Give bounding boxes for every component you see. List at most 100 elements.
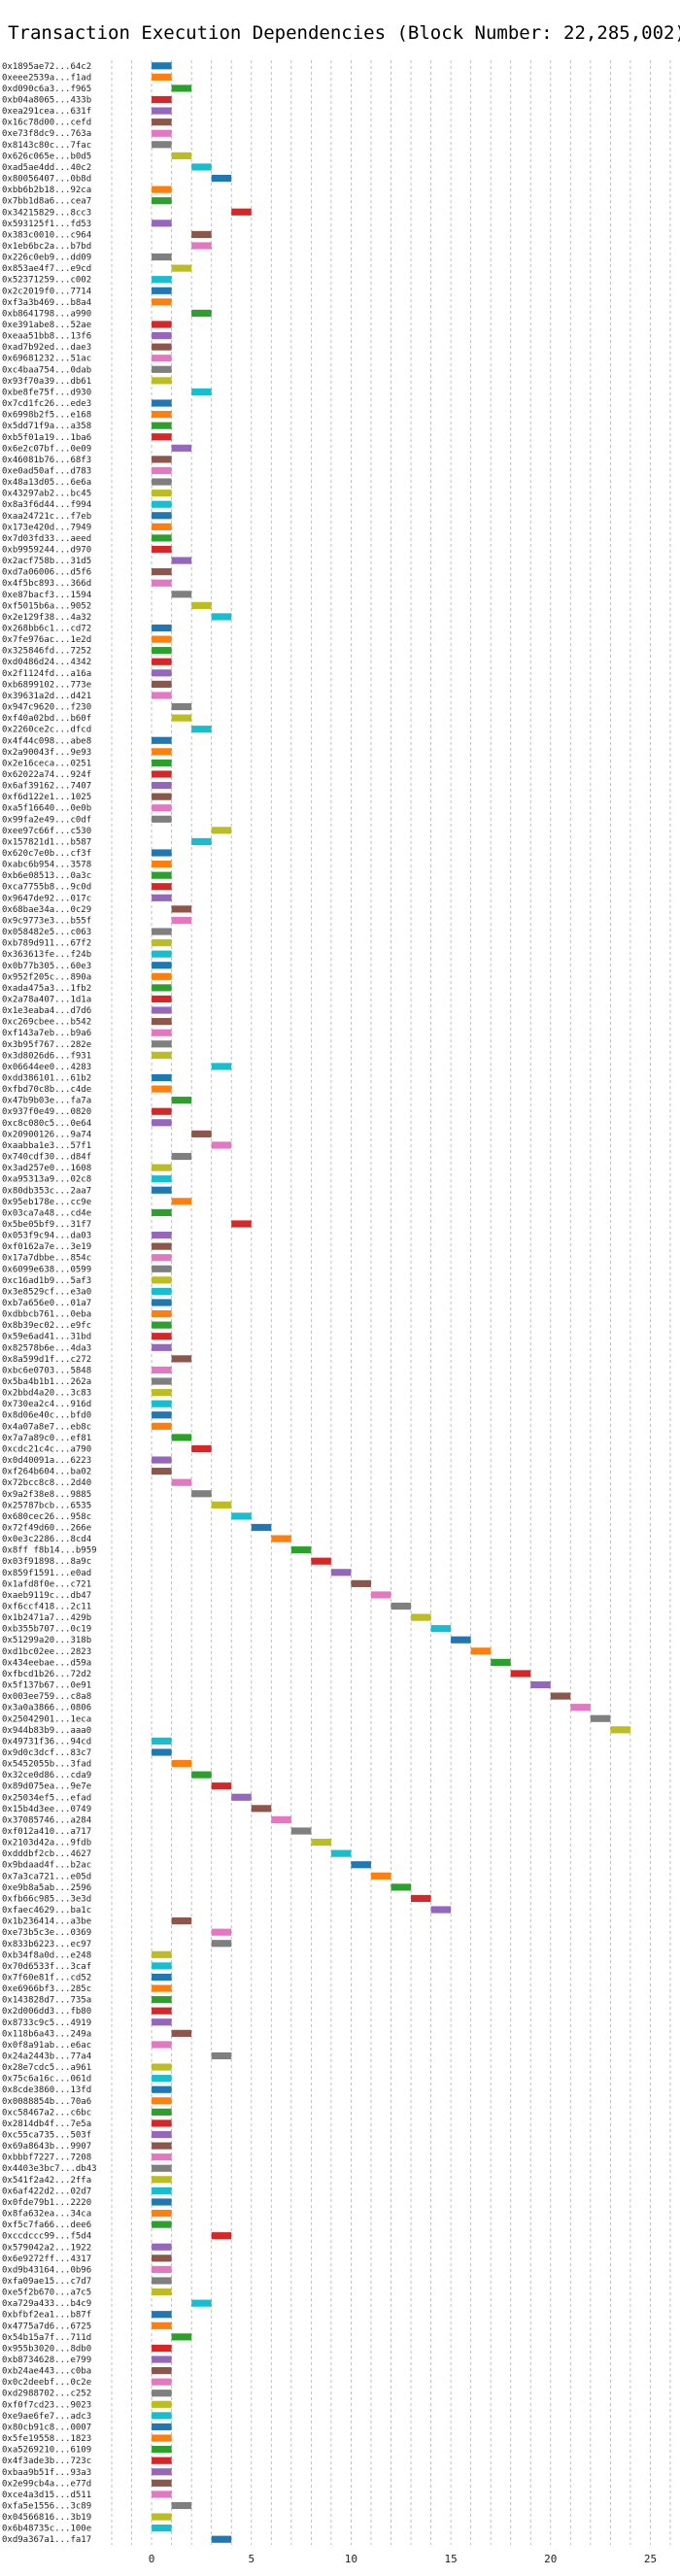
dependency-bar xyxy=(152,107,172,115)
dependency-bar xyxy=(152,456,172,463)
transaction-label: 0x0e3c2286...8cd4 xyxy=(2,1535,91,1544)
dependency-bar xyxy=(152,534,172,542)
transaction-label: 0x93f70a39...db61 xyxy=(2,377,91,387)
dependency-bar xyxy=(370,1872,391,1880)
transaction-label: 0x3a0a3866...0806 xyxy=(2,1704,91,1713)
transaction-label: 0x6998b2f5...e168 xyxy=(2,411,91,421)
dependency-bar xyxy=(152,759,172,767)
transaction-label: 0x47b9b03e...fa7a xyxy=(2,1097,91,1106)
transaction-label: 0x46081b76...68f3 xyxy=(2,456,91,465)
dependency-bar xyxy=(171,2333,192,2341)
dependency-bar xyxy=(152,995,172,1003)
dependency-bar xyxy=(530,1680,551,1689)
x-tick-label: 25 xyxy=(644,2553,657,2565)
transaction-label: 0x1afd8f0e...c721 xyxy=(2,1579,91,1589)
transaction-label: 0x5fe19558...1823 xyxy=(2,2434,91,2444)
transaction-label: 0x944b83b9...aaa0 xyxy=(2,1726,91,1736)
dependency-bar xyxy=(171,264,192,272)
transaction-label: 0x8fa632ea...34ca xyxy=(2,2210,91,2220)
dependency-bar xyxy=(271,1815,291,1824)
transaction-label: 0xdbbcb761...0eba xyxy=(2,1310,91,1320)
dependency-bar xyxy=(152,2254,172,2262)
transaction-label: 0x52371259...c002 xyxy=(2,276,91,286)
transaction-label: 0xeaa51bb8...13f6 xyxy=(2,332,91,342)
dependency-bar xyxy=(351,1579,371,1587)
dependency-bar xyxy=(152,186,172,193)
dependency-bar xyxy=(152,894,172,901)
transaction-label: 0xa95313a9...02c8 xyxy=(2,1175,91,1185)
dependency-bar xyxy=(351,1861,371,1869)
dependency-bar xyxy=(152,377,172,385)
dependency-bar xyxy=(152,197,172,205)
dependency-bar xyxy=(251,1805,272,1813)
transaction-label: 0xb8641798...a990 xyxy=(2,309,91,319)
dependency-bar xyxy=(152,2108,172,2116)
transaction-label: 0xad5ae4dd...40c2 xyxy=(2,163,91,173)
dependency-bar xyxy=(152,1265,172,1272)
transaction-label: 0xe73b5c3e...0369 xyxy=(2,1928,91,1938)
dependency-bar xyxy=(171,1434,192,1441)
dependency-bar xyxy=(231,1512,252,1520)
dependency-bar xyxy=(211,1063,232,1070)
transaction-label: 0x39631a2d...d421 xyxy=(2,692,91,701)
dependency-bar xyxy=(152,2018,172,2026)
x-tick-labels: 0 5 10 15 20 25 xyxy=(149,2553,657,2565)
transaction-label: 0xaabba1e3...57f1 xyxy=(2,1141,91,1151)
dependency-bar xyxy=(152,298,172,306)
transaction-label: 0x95eb178e...cc9e xyxy=(2,1198,91,1207)
dependency-bar xyxy=(211,827,232,834)
transaction-label: 0x2c2019f0...7714 xyxy=(2,287,91,296)
dependency-bar xyxy=(191,2299,212,2307)
dependency-bar xyxy=(152,2479,172,2487)
dependency-bar xyxy=(152,2491,172,2498)
transaction-label: 0x2260ce2c...dfcd xyxy=(2,726,91,735)
transaction-label: 0xf5c7fa66...dee6 xyxy=(2,2220,91,2230)
dependency-bar xyxy=(152,2243,172,2251)
transaction-label: 0x8ff f8b14...b959 xyxy=(2,1546,97,1556)
transaction-label: 0xe9b8a5ab...2596 xyxy=(2,1883,91,1893)
chart-title: Transaction Execution Dependencies (Bloc… xyxy=(8,22,680,44)
dependency-bar xyxy=(152,568,172,576)
dependency-bar xyxy=(152,129,172,137)
dependency-bar xyxy=(152,1321,172,1329)
transaction-label: 0x43297ab2...bc45 xyxy=(2,490,91,499)
transaction-label: 0x0fde79b1...2220 xyxy=(2,2198,91,2208)
transaction-label: 0xf0162a7e...3e19 xyxy=(2,1242,91,1252)
transaction-label: 0x25042901...1eca xyxy=(2,1714,91,1724)
dependency-bar xyxy=(191,1130,212,1137)
dependency-bar xyxy=(152,2400,172,2408)
transaction-label: 0xd2988702...c252 xyxy=(2,2390,91,2399)
dependency-bar xyxy=(152,62,172,70)
transaction-label: 0xc55ca735...503f xyxy=(2,2131,91,2141)
transaction-label: 0x80056407...0b8d xyxy=(2,175,91,185)
transaction-label: 0xccdccc99...f5d4 xyxy=(2,2232,91,2242)
dependency-bar xyxy=(152,2311,172,2319)
transaction-label: 0xd0486d24...4342 xyxy=(2,658,91,667)
dependency-bar xyxy=(152,1051,172,1059)
transaction-label: 0x5dd71f9a...a358 xyxy=(2,422,91,431)
transaction-label: 0x8143c80c...7fac xyxy=(2,141,91,151)
transaction-label: 0x143828d7...735a xyxy=(2,1996,91,2006)
transaction-label: 0x2bbd4a20...3c83 xyxy=(2,1389,91,1399)
dependency-bar xyxy=(152,647,172,655)
transaction-label: 0xc269cbee...b542 xyxy=(2,1018,91,1028)
transaction-label: 0xbc6e0703...5848 xyxy=(2,1366,91,1375)
x-tick-label: 20 xyxy=(544,2553,557,2565)
transaction-label: 0xbfbf2ea1...b87f xyxy=(2,2311,91,2321)
dependency-bar xyxy=(152,2164,172,2172)
dependency-bar xyxy=(152,1377,172,1385)
transaction-label: 0xb9959244...d970 xyxy=(2,545,91,555)
transaction-label: 0x15b4d3ee...0749 xyxy=(2,1805,91,1814)
transaction-label: 0x4a07a8e7...eb8c xyxy=(2,1422,91,1432)
dependency-bar xyxy=(152,2209,172,2218)
dependency-bar xyxy=(171,714,192,722)
transaction-label: 0x853ae4f7...e9cd xyxy=(2,264,91,274)
transaction-label: 0x680cec26...958c xyxy=(2,1512,91,1522)
transaction-label: 0xf143a7eb...b9a6 xyxy=(2,1029,91,1038)
transaction-label: 0x7f60e81f...cd52 xyxy=(2,1973,91,1983)
dependency-bar xyxy=(152,1299,172,1306)
transaction-label: 0xea291cea...631f xyxy=(2,107,91,117)
transaction-label: 0xca7755b8...9c0d xyxy=(2,883,91,893)
dependency-bar xyxy=(152,1119,172,1127)
